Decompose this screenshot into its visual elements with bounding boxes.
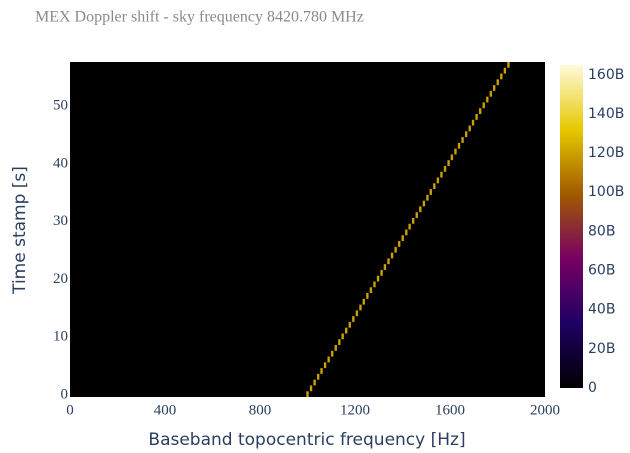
heatmap-cell [489,90,493,97]
heatmap-cell [341,333,344,340]
heatmap-cell [507,62,510,68]
colorbar [560,65,583,388]
y-tick-label: 20 [53,271,68,287]
heatmap-cell [496,79,499,86]
heatmap-cell [309,385,313,392]
colorbar-tick-label: 60B [588,263,615,279]
x-tick-label: 400 [154,402,177,418]
heatmap-cell [503,67,507,74]
heatmap-cell [401,235,404,242]
y-tick-label: 40 [53,155,68,171]
y-tick-label: 50 [53,98,68,114]
y-tick-label: 10 [53,329,68,345]
heatmap-cell [500,73,503,80]
colorbar-tick-label: 140B [588,106,624,122]
y-axis-title: Time stamp [s] [10,166,30,295]
heatmap-cell [412,217,415,224]
heatmap-cell [366,293,369,299]
heatmap-cell [443,165,447,172]
chart-title: MEX Doppler shift - sky frequency 8420.7… [35,9,364,26]
y-tick-label: 30 [53,213,68,229]
heatmap-cell [348,321,351,328]
x-tick-label: 0 [66,402,74,418]
colorbar-tick-label: 20B [588,341,615,357]
heatmap-cell [440,171,443,178]
colorbar-tick-label: 100B [588,184,624,200]
x-tick-label: 1200 [340,402,370,418]
heatmap-cell [461,137,464,143]
heatmap-cell [359,304,362,311]
heatmap-cell [447,160,450,166]
heatmap-cell [397,241,401,247]
heatmap-cell [352,316,355,322]
heatmap-cell [334,345,337,351]
heatmap-cell [331,350,334,357]
heatmap-cell [390,252,394,259]
colorbar-tick-label: 160B [588,67,624,83]
heatmap-cell [464,131,468,138]
heatmap-cell [373,281,376,288]
heatmap-cell [383,264,387,270]
heatmap-cell [355,310,359,317]
heatmap-cell [380,269,383,276]
heatmap-cell [408,223,411,230]
heatmap-cell [450,154,454,161]
heatmap-cell [327,356,330,363]
heatmap-cell [369,287,373,294]
heatmap-cell [345,327,348,334]
heatmap-cell [317,373,320,380]
heatmap-cell [471,119,475,126]
heatmap-cell [478,108,482,114]
plot-background [70,62,545,397]
heatmap-cell [376,275,380,282]
heatmap-cell [320,368,323,374]
y-tick-label: 0 [61,386,69,402]
heatmap-cell [338,339,341,346]
heatmap-cell [475,113,478,120]
heatmap-cell [313,379,316,386]
colorbar-tick-label: 120B [588,145,624,161]
heatmap-cell [362,298,365,305]
heatmap-cell [387,258,390,265]
x-tick-label: 2000 [530,402,560,418]
heatmap-cell [486,96,489,103]
heatmap-cell [405,229,408,236]
heatmap-cell [436,177,440,184]
colorbar-tick-label: 80B [588,223,615,239]
heatmap-cell [492,85,496,91]
heatmap-cell [433,183,436,190]
heatmap-cell [323,362,327,369]
heatmap-cell [422,200,426,207]
x-tick-label: 800 [249,402,272,418]
colorbar-tick-label: 0 [588,380,597,396]
heatmap-cell [415,212,418,218]
heatmap-cell [482,102,485,109]
colorbar-tick-label: 40B [588,302,615,318]
heatmap-cell [306,391,309,397]
heatmap-cell [394,246,397,253]
x-tick-label: 1600 [435,402,465,418]
heatmap-cell [419,206,422,213]
heatmap-cell [426,194,429,201]
heatmap-cell [454,148,457,155]
x-axis-title: Baseband topocentric frequency [Hz] [148,430,465,450]
heatmap-cell [429,189,432,195]
heatmap-cell [457,142,461,149]
heatmap-cell [468,125,471,132]
